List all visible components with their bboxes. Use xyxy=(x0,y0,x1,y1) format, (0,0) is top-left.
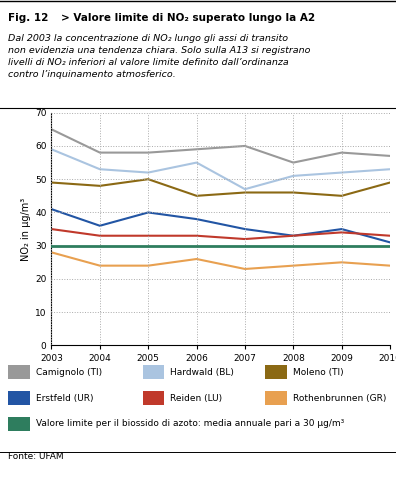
Text: Hardwald (BL): Hardwald (BL) xyxy=(170,368,234,377)
Text: Camignolo (TI): Camignolo (TI) xyxy=(36,368,102,377)
Text: Fonte: UFAM: Fonte: UFAM xyxy=(8,452,63,461)
Text: Fig. 12: Fig. 12 xyxy=(8,13,48,23)
Text: Erstfeld (UR): Erstfeld (UR) xyxy=(36,393,93,403)
Text: Rothenbrunnen (GR): Rothenbrunnen (GR) xyxy=(293,393,386,403)
Y-axis label: NO₂ in µg/m³: NO₂ in µg/m³ xyxy=(21,197,31,261)
Bar xyxy=(265,391,287,405)
Text: Reiden (LU): Reiden (LU) xyxy=(170,393,223,403)
Text: Moleno (TI): Moleno (TI) xyxy=(293,368,344,377)
Bar xyxy=(143,391,164,405)
Text: > Valore limite di NO₂ superato lungo la A2: > Valore limite di NO₂ superato lungo la… xyxy=(61,13,316,23)
Text: Valore limite per il biossido di azoto: media annuale pari a 30 µg/m³: Valore limite per il biossido di azoto: … xyxy=(36,419,344,428)
Bar xyxy=(265,365,287,379)
Bar xyxy=(8,417,30,431)
Bar xyxy=(8,365,30,379)
Bar xyxy=(143,365,164,379)
Text: Dal 2003 la concentrazione di NO₂ lungo gli assi di transito
non evidenzia una t: Dal 2003 la concentrazione di NO₂ lungo … xyxy=(8,34,310,79)
Bar xyxy=(8,391,30,405)
